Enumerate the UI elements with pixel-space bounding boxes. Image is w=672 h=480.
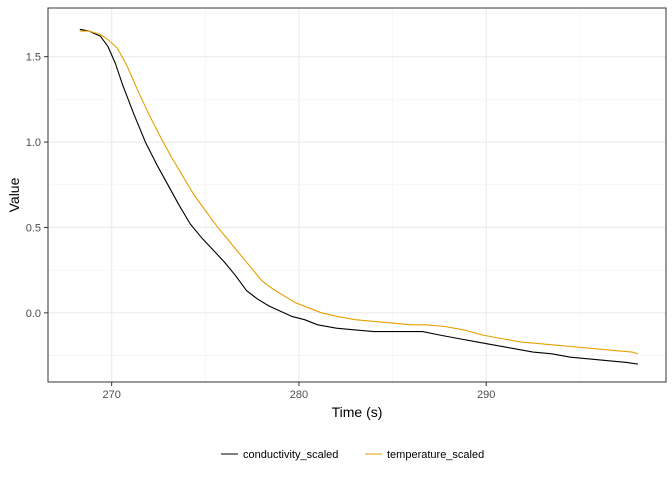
legend-label: conductivity_scaled (243, 449, 338, 461)
y-tick-label: 0.5 (26, 222, 41, 234)
y-tick-label: 1.5 (26, 52, 41, 64)
x-tick-label: 290 (477, 389, 495, 401)
series-lines (79, 28, 639, 365)
legend-item-temperature-scaled: temperature_scaled (365, 449, 484, 461)
minor-grid (48, 8, 666, 382)
x-axis-ticks: 270 280 290 (102, 382, 495, 401)
legend-label: temperature_scaled (387, 449, 484, 461)
y-axis-title: Value (6, 177, 22, 212)
x-tick-label: 280 (290, 389, 308, 401)
legend: conductivity_scaled temperature_scaled (221, 449, 484, 461)
series-line-conductivity-scaled (79, 28, 638, 365)
x-axis-title: Time (s) (332, 404, 383, 420)
y-axis-ticks: 0.0 0.5 1.0 1.5 (26, 52, 48, 320)
plot-panel-border (47, 7, 667, 383)
legend-item-conductivity-scaled: conductivity_scaled (221, 449, 338, 461)
x-tick-label: 270 (102, 389, 120, 401)
series-line-temperature-scaled (79, 30, 639, 355)
major-grid (48, 8, 666, 382)
y-tick-label: 1.0 (26, 137, 41, 149)
y-tick-label: 0.0 (26, 308, 41, 320)
